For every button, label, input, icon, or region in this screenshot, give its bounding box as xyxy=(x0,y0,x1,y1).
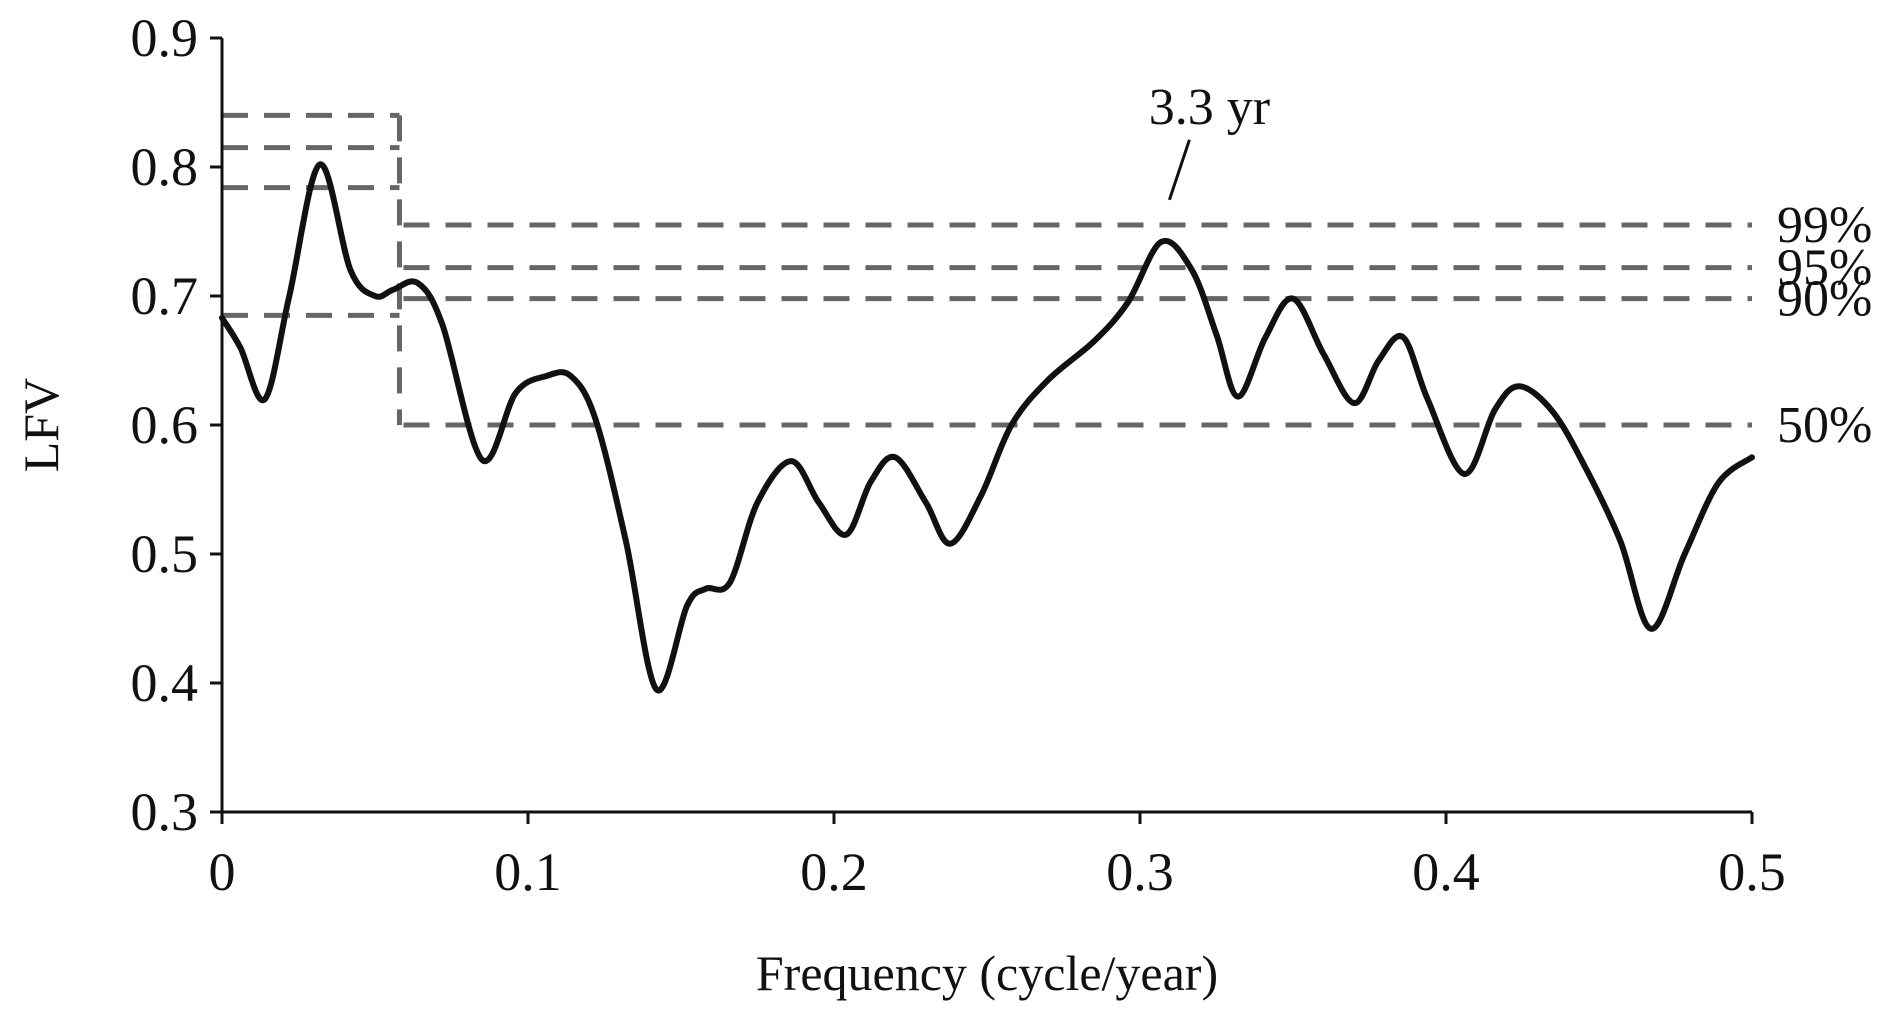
annotation-label: 3.3 yr xyxy=(1149,79,1270,136)
x-tick-label: 0.1 xyxy=(494,842,562,902)
significance-level-label: 99% xyxy=(1777,197,1872,254)
ticks-layer: 0.3 0.4 0.5 0.6 0.7 0.8 0.9 0 0.1 0.2 0.3 0.4 0.5 xyxy=(131,8,1786,902)
labels-layer: Frequency (cycle/year) LFV xyxy=(13,378,1218,1001)
y-axis-title: LFV xyxy=(13,378,69,472)
y-tick-label: 0.6 xyxy=(131,395,199,455)
x-tick-label: 0.5 xyxy=(1718,842,1786,902)
y-tick-label: 0.5 xyxy=(131,524,199,584)
x-tick-label: 0.3 xyxy=(1106,842,1174,902)
significance-levels-layer: 99%95%90% 50% xyxy=(222,112,1872,454)
x-tick-label: 0 xyxy=(209,842,236,902)
y-tick-label: 0.9 xyxy=(131,8,199,68)
y-tick-label: 0.7 xyxy=(131,266,199,326)
y-tick-label: 0.8 xyxy=(131,137,199,197)
significance-level-label: 50% xyxy=(1777,397,1872,454)
significance-level-label: 95% xyxy=(1777,240,1872,297)
annotation-layer: 3.3 yr xyxy=(1149,79,1270,201)
series-line-lfv xyxy=(219,161,1755,694)
x-tick-label: 0.2 xyxy=(800,842,868,902)
x-tick-label: 0.4 xyxy=(1412,842,1480,902)
annotation-leader-line xyxy=(1167,139,1191,201)
significance-level-label: 90% xyxy=(1777,271,1872,328)
y-tick-label: 0.4 xyxy=(131,653,199,713)
y-tick-label: 0.3 xyxy=(131,782,199,842)
series-layer xyxy=(219,161,1755,694)
x-axis-title: Frequency (cycle/year) xyxy=(756,945,1218,1001)
